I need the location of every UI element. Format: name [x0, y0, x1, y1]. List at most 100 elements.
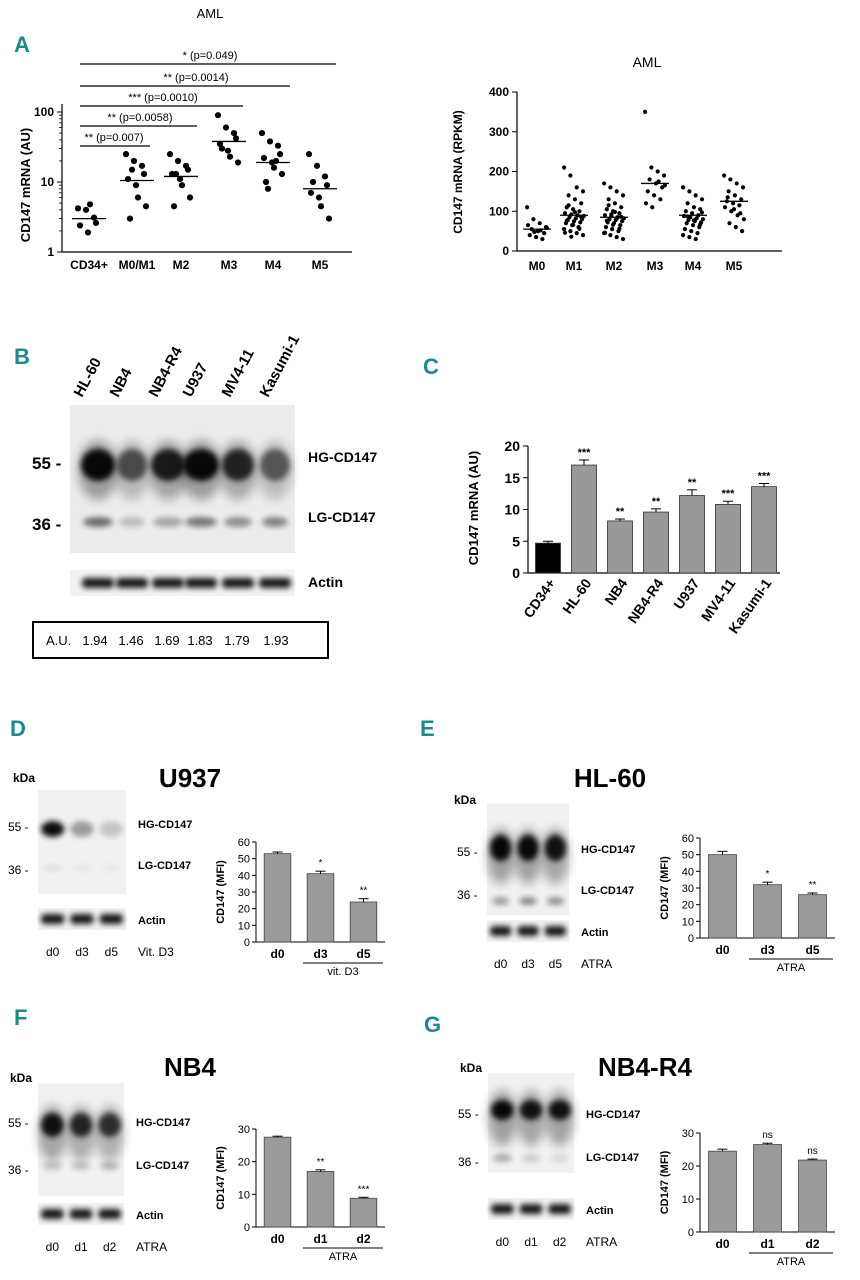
bar	[607, 520, 633, 574]
bar	[715, 504, 741, 574]
lane-label: Kasumi-1	[257, 332, 304, 400]
marker-55: 55 -	[457, 845, 478, 859]
y-tick-label: 20	[682, 1161, 694, 1173]
y-tick-label: 0	[512, 565, 520, 581]
y-tick-label: 30	[238, 1124, 250, 1136]
hg-band	[41, 821, 65, 837]
band-label-hg: HG-CD147	[586, 1109, 640, 1121]
data-point	[732, 193, 738, 198]
kda-label: kDa	[460, 1061, 482, 1075]
x-tick-label: M0	[529, 259, 546, 273]
data-point	[566, 193, 571, 198]
data-point	[658, 197, 663, 202]
data-point	[86, 201, 94, 208]
x-tick-label: M1	[566, 259, 583, 273]
data-point	[739, 197, 744, 202]
panel-title: HL-60	[574, 763, 646, 793]
data-point	[562, 227, 567, 232]
data-point	[681, 233, 686, 238]
marker-55: 55 -	[8, 1116, 29, 1130]
data-point	[323, 182, 331, 189]
data-point	[741, 217, 747, 222]
significance-label: *	[319, 858, 323, 869]
data-point	[740, 185, 746, 190]
plot-area: 0 100 200 300 400 M0 M1 M2 M3 M4 M5	[489, 85, 782, 273]
actin-bands	[82, 578, 291, 588]
y-tick-label: 30	[238, 887, 250, 899]
data-point	[325, 215, 333, 222]
hg-band	[99, 821, 124, 837]
data-point	[684, 221, 689, 226]
bar	[753, 884, 782, 939]
lg-band	[224, 517, 252, 527]
x-tick-label: U937	[670, 575, 702, 612]
data-point	[122, 151, 130, 158]
data-point	[614, 234, 619, 240]
significance-label: ***	[758, 470, 772, 482]
lane-label: d0	[46, 1240, 60, 1254]
x-tick-label: d3	[760, 943, 774, 957]
x-tick-label: M5	[726, 259, 743, 273]
data-point	[603, 225, 609, 230]
y-tick-label: 0	[244, 1222, 250, 1234]
data-point	[602, 230, 608, 235]
marker-55: 55 -	[458, 1107, 479, 1121]
hg-band	[491, 1100, 514, 1120]
y-tick-label: 60	[682, 833, 694, 845]
band-label-hg: HG-CD147	[138, 819, 192, 831]
data-point	[572, 209, 578, 215]
data-point	[234, 159, 242, 166]
data-point	[650, 205, 655, 210]
data-point	[699, 210, 705, 215]
panel-letter-d: D	[10, 716, 26, 741]
data-point	[92, 219, 100, 227]
x-tick-label: d2	[356, 1232, 370, 1246]
hg-band	[260, 449, 290, 481]
lg-band	[43, 1162, 62, 1170]
hg-band	[183, 449, 219, 481]
data-point	[580, 233, 586, 238]
y-tick-label: 0	[688, 1227, 694, 1239]
data-point	[686, 217, 691, 223]
data-point	[620, 219, 625, 224]
lane-label: d2	[103, 1240, 117, 1254]
lane-label: d0	[496, 1235, 510, 1249]
data-point	[537, 221, 542, 226]
data-point	[307, 189, 315, 196]
panel-a-right-ylabel: CD147 mRNA (RPKM)	[451, 110, 465, 234]
plot-area: 1 10 100 CD34+ M0/M1 M2 M3 M4 M5	[34, 104, 352, 272]
lane-label: NB4	[107, 365, 136, 400]
lane-label: d3	[75, 945, 89, 959]
hg-band	[41, 1113, 64, 1137]
data-point	[602, 213, 608, 218]
data-point	[693, 193, 698, 198]
y-tick-label: 0	[502, 244, 509, 258]
data-point	[525, 205, 530, 210]
data-point	[562, 211, 568, 216]
data-point	[262, 178, 270, 186]
panel-title: NB4	[164, 1052, 217, 1082]
bracket-label: ** (p=0.0014)	[163, 72, 228, 84]
data-point	[266, 138, 274, 145]
x-tick-label: NB4	[601, 575, 630, 607]
data-point	[698, 207, 703, 212]
data-point	[124, 176, 132, 183]
x-tick-label: d0	[270, 947, 284, 961]
lg-band	[550, 1154, 570, 1162]
significance-label: *	[766, 869, 770, 880]
hg-band	[151, 449, 185, 481]
x-tick-label: HL-60	[559, 575, 595, 616]
data-point	[309, 178, 317, 186]
lane-label: d0	[46, 945, 60, 959]
data-point	[731, 201, 736, 206]
hg-band	[490, 835, 512, 861]
data-point	[727, 221, 732, 226]
x-tick-label: d0	[715, 943, 729, 957]
data-point	[722, 173, 727, 178]
data-point	[216, 140, 224, 148]
bar	[263, 1136, 292, 1228]
actin-band	[70, 914, 94, 924]
bracket-label: *** (p=0.0010)	[128, 92, 197, 104]
data-point	[170, 203, 178, 210]
x-tick-label: d0	[715, 1237, 729, 1251]
